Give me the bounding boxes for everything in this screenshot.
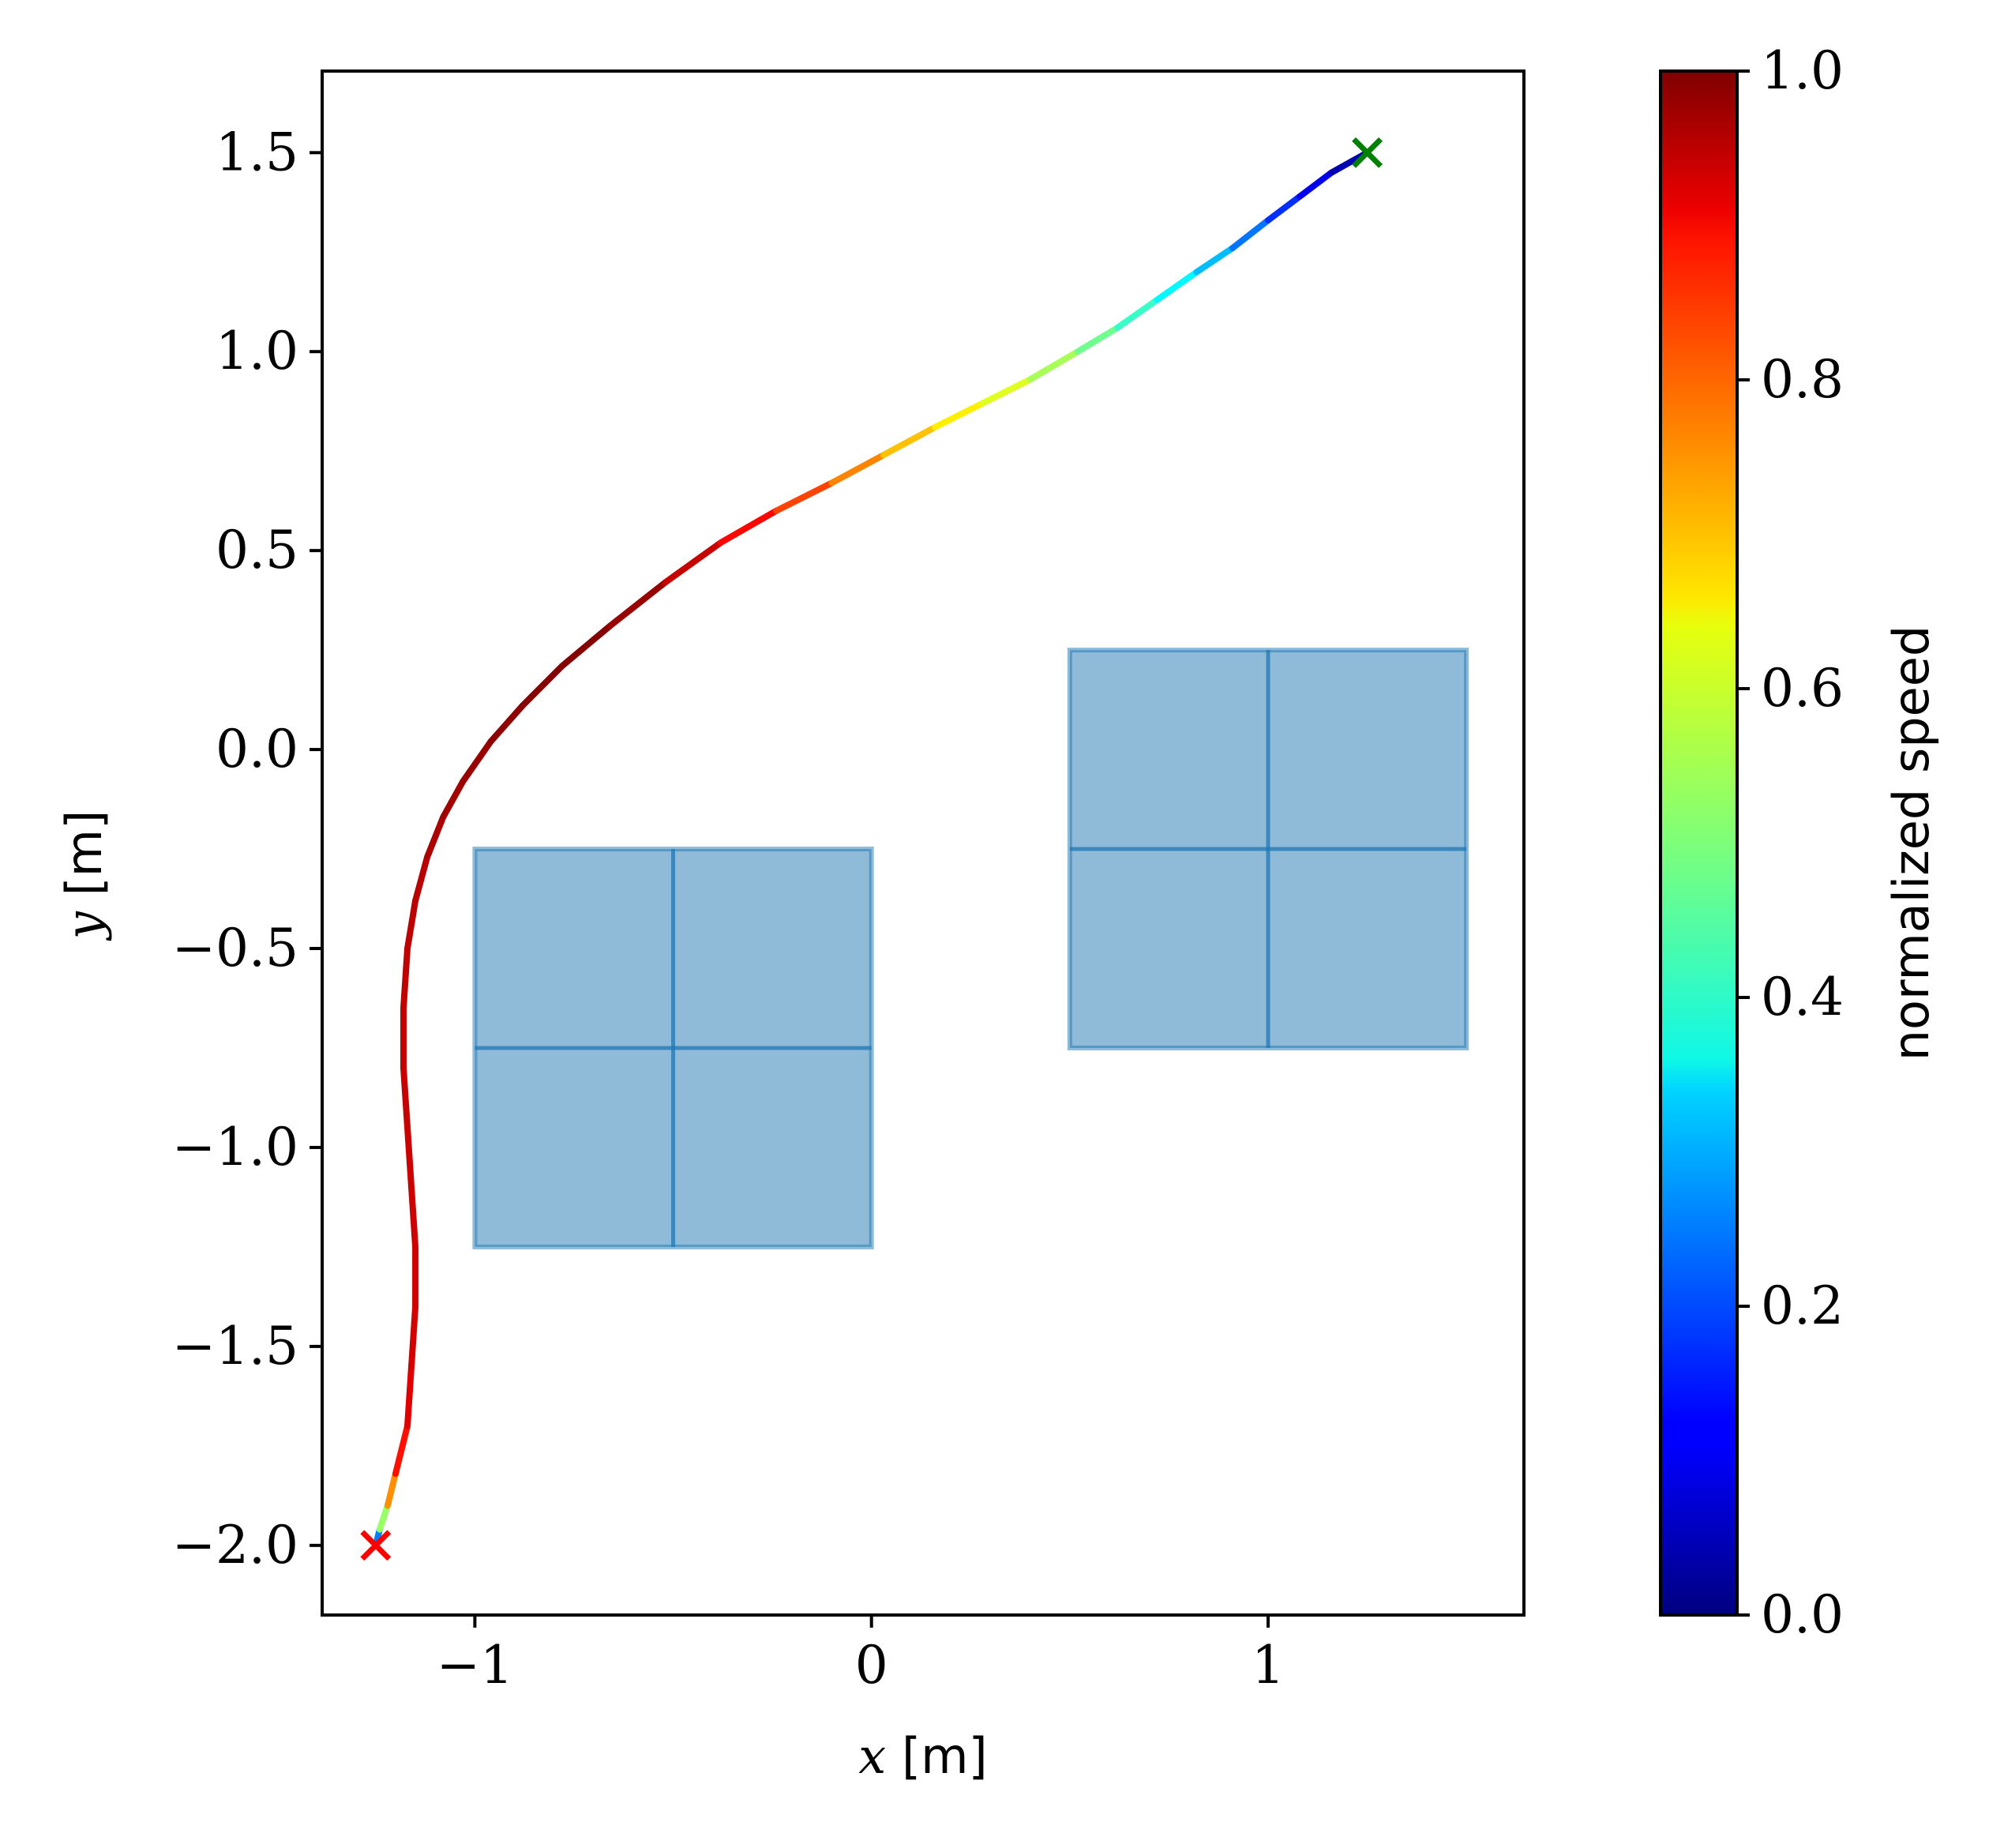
colorbar-tick-label: 0.2: [1761, 1275, 1844, 1336]
y-tick-label: 1.5: [216, 122, 298, 182]
trajectory: [372, 149, 1371, 1549]
trajectory-segment: [412, 854, 431, 904]
x-axis-label: x [m]: [858, 1727, 987, 1785]
trajectory-segment: [1026, 348, 1081, 383]
trajectory-segment: [408, 1184, 419, 1250]
trajectory-segment: [403, 897, 419, 952]
start-marker-stroke-2: [360, 1530, 392, 1561]
trajectory-segment: [1265, 193, 1304, 223]
trajectory-segment: [392, 1422, 411, 1478]
trajectory-segment: [1154, 269, 1200, 303]
trajectory-segment: [400, 945, 411, 1012]
trajectory-segment: [487, 702, 526, 746]
colorbar-label: normalized speed: [1882, 625, 1940, 1061]
trajectory-segment: [440, 778, 467, 821]
trajectory-segment: [662, 539, 724, 586]
trajectory-segment: [979, 376, 1034, 407]
y-axis-label: y [m]: [55, 810, 113, 942]
trajectory-segment: [384, 1471, 399, 1509]
trajectory-segment: [403, 1124, 415, 1191]
y-tick-label: −1.0: [172, 1117, 298, 1178]
x-tick-label: 1: [1252, 1635, 1285, 1696]
goal-marker: [1352, 137, 1383, 168]
colorbar-ticks: 0.0 0.2 0.4 0.6 0.8 1.0: [1737, 40, 1844, 1645]
x-axis-unit: [m]: [902, 1727, 988, 1785]
trajectory-segment: [376, 1502, 391, 1533]
trajectory-segment: [1114, 296, 1161, 331]
x-axis-symbol: x: [858, 1727, 886, 1785]
axes-frame: [321, 69, 1526, 1617]
plot-area: −1 0 1 −2.0 −1.5 −1.0 −0.5 0.0 0.5 1.0 1.5: [172, 69, 1526, 1696]
trajectory-segment: [880, 423, 939, 459]
trajectory-segment: [424, 813, 447, 861]
y-ticks: −2.0 −1.5 −1.0 −0.5 0.0 0.5 1.0 1.5: [172, 122, 322, 1576]
y-tick-label: −0.5: [172, 918, 298, 978]
trajectory-segment: [773, 479, 835, 514]
y-tick-label: 0.5: [216, 520, 298, 580]
goal-marker-stroke-2: [1352, 137, 1383, 168]
y-tick-label: 0.0: [216, 719, 298, 779]
trajectory-segment: [558, 622, 614, 670]
obstacles: [472, 648, 1469, 1249]
trajectory-segment: [932, 400, 986, 430]
colorbar-tick-label: 0.4: [1761, 967, 1844, 1027]
trajectory-segment: [460, 738, 494, 785]
trajectory-segment: [1074, 324, 1121, 355]
x-tick-label: −1: [437, 1635, 513, 1696]
trajectory-segment: [408, 1303, 419, 1370]
colorbar-tick-label: 0.8: [1761, 349, 1844, 410]
trajectory-segment: [606, 579, 669, 629]
trajectory-segment: [1229, 216, 1272, 252]
trajectory-segment: [1193, 245, 1236, 276]
y-axis-unit: [m]: [55, 810, 113, 896]
y-axis-symbol: y: [55, 911, 113, 941]
y-tick-label: −1.5: [172, 1316, 298, 1377]
trajectory-segment: [828, 452, 887, 486]
trajectory-segment: [717, 507, 780, 547]
trajectory-segment: [519, 663, 565, 709]
markers: [360, 137, 1383, 1561]
x-tick-label: 0: [855, 1635, 888, 1696]
start-marker: [360, 1530, 392, 1561]
trajectory-segment: [403, 1363, 415, 1429]
y-tick-label: −2.0: [172, 1515, 298, 1576]
colorbar-tick-label: 0.0: [1761, 1584, 1844, 1645]
colorbar-tick-label: 0.6: [1761, 658, 1844, 719]
colorbar-tick-label: 1.0: [1761, 40, 1844, 101]
trajectory-segment: [1297, 169, 1335, 200]
y-tick-label: 1.0: [216, 321, 298, 381]
x-ticks: −1 0 1: [437, 1615, 1285, 1696]
trajectory-segment: [400, 1065, 411, 1131]
colorbar: 0.0 0.2 0.4 0.6 0.8 1.0 normalized speed: [1659, 40, 1940, 1645]
colorbar-gradient: [1659, 69, 1739, 1617]
